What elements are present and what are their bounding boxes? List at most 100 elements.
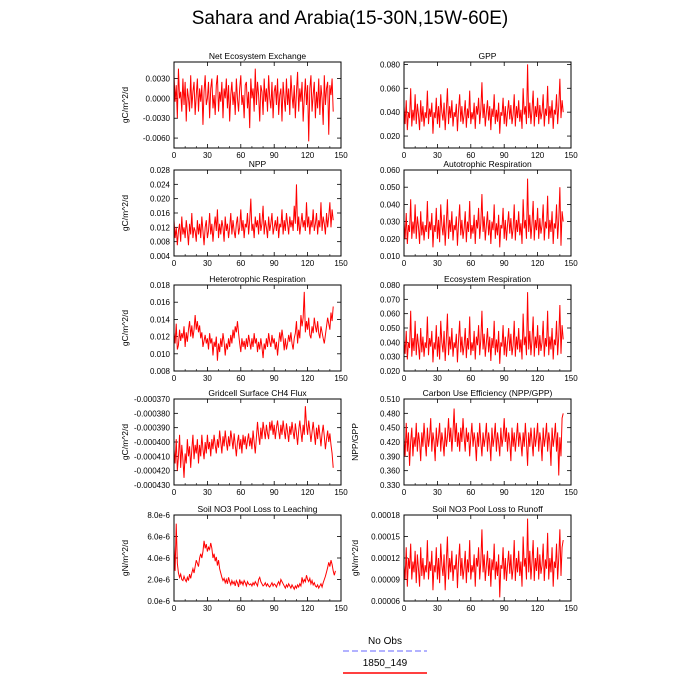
- panel-4: Autotrophic Respiration 0 30 60 90 120 150 0.01…: [380, 159, 578, 268]
- plot-frame: [403, 514, 572, 602]
- x-tick-label: 60: [466, 604, 475, 613]
- y-tick-label: 0.510: [380, 395, 401, 404]
- legend: [343, 650, 427, 674]
- x-tick-label: 120: [301, 604, 315, 613]
- y-tick-label: 0.00006: [371, 597, 400, 606]
- y-tick-label: -0.0060: [143, 134, 171, 143]
- x-tick-label: 0: [172, 374, 177, 383]
- plot-frame: [173, 514, 342, 602]
- y-tick-label: 0.0000: [146, 94, 171, 103]
- y-tick-label: 0.040: [380, 338, 401, 347]
- x-tick-label: 60: [236, 259, 245, 268]
- x-tick-label: 150: [334, 488, 348, 497]
- y-tick-label: -0.0030: [143, 114, 171, 123]
- x-tick-label: 120: [301, 488, 315, 497]
- y-tick-label: 0.012: [150, 223, 171, 232]
- x-tick-label: 60: [466, 374, 475, 383]
- panel-3: NPP gC/m^2/d 0 30 60 90 120 150 0.004 0.008 0.012 0…: [120, 159, 348, 268]
- y-tick-label: -0.000430: [134, 481, 171, 490]
- y-tick-label: 0.00012: [371, 554, 400, 563]
- y-tick-label: 0.080: [380, 281, 401, 290]
- x-tick-label: 90: [500, 374, 509, 383]
- y-tick-label: 0.360: [380, 467, 401, 476]
- y-tick-label: 0.040: [380, 108, 401, 117]
- legend-1850-149-label: 1850_149: [362, 658, 408, 669]
- y-axis-label: gC/m^2/d: [120, 310, 130, 346]
- x-tick-label: 120: [531, 259, 545, 268]
- x-tick-label: 150: [334, 374, 348, 383]
- panel-title: Heterotrophic Respiration: [209, 274, 306, 284]
- x-tick-label: 150: [564, 374, 578, 383]
- y-tick-label: -0.000370: [134, 395, 171, 404]
- x-tick-label: 150: [334, 604, 348, 613]
- y-tick-label: 0.020: [150, 195, 171, 204]
- x-tick-label: 0: [402, 259, 407, 268]
- y-tick-label: 0.012: [150, 333, 171, 342]
- series-line: [173, 523, 336, 591]
- x-tick-label: 120: [301, 259, 315, 268]
- x-tick-label: 30: [203, 488, 212, 497]
- panel-title: Carbon Use Efficiency (NPP/GPP): [423, 388, 553, 398]
- y-axis-label: gC/m^2/d: [120, 87, 130, 123]
- y-tick-label: 0.00018: [371, 511, 400, 520]
- x-tick-label: 0: [172, 488, 177, 497]
- x-tick-label: 60: [466, 151, 475, 160]
- y-tick-label: 0.028: [150, 166, 171, 175]
- y-axis-label: NPP/GPP: [350, 423, 360, 461]
- legend-no-obs-label: No Obs: [368, 636, 402, 647]
- panel-title: Gridcell Surface CH4 Flux: [208, 388, 307, 398]
- series-line: [173, 68, 334, 142]
- plot-frame: [173, 169, 342, 257]
- x-tick-label: 90: [500, 488, 509, 497]
- x-tick-label: 90: [270, 488, 279, 497]
- panels-group: Net Ecosystem Exchange gC/m^2/d 0 30 60 90 120…: [120, 51, 578, 613]
- panel-1: Net Ecosystem Exchange gC/m^2/d 0 30 60 90 120…: [120, 51, 348, 160]
- panel-title: GPP: [479, 51, 497, 61]
- y-tick-label: -0.000390: [134, 424, 171, 433]
- plot-frame: [403, 398, 572, 486]
- y-tick-label: 0.004: [150, 252, 171, 261]
- y-axis-label: gC/m^2/d: [120, 424, 130, 460]
- y-tick-label: 0.060: [380, 310, 401, 319]
- y-tick-label: 0.0030: [146, 75, 171, 84]
- panel-title: Soil NO3 Pool Loss to Leaching: [197, 504, 317, 514]
- x-tick-label: 120: [531, 604, 545, 613]
- panel-5: Heterotrophic Respiration gC/m^2/d 0 30 60 90…: [120, 274, 348, 383]
- y-tick-label: -0.000380: [134, 409, 171, 418]
- y-tick-label: 0.014: [150, 315, 171, 324]
- y-axis-label: gN/m^2/d: [120, 540, 130, 576]
- x-tick-label: 90: [270, 374, 279, 383]
- y-tick-label: 0.050: [380, 324, 401, 333]
- series-line: [403, 64, 564, 134]
- panel-title: NPP: [249, 159, 267, 169]
- series-line: [403, 518, 564, 598]
- x-tick-label: 120: [301, 151, 315, 160]
- y-tick-label: 0.450: [380, 424, 401, 433]
- y-tick-label: -0.000400: [134, 438, 171, 447]
- x-tick-label: 150: [564, 259, 578, 268]
- y-tick-label: 0.060: [380, 84, 401, 93]
- x-tick-label: 60: [236, 374, 245, 383]
- y-tick-label: 0.00009: [371, 576, 400, 585]
- y-tick-label: 8.0e-6: [147, 511, 170, 520]
- x-tick-label: 0: [172, 259, 177, 268]
- x-tick-label: 90: [500, 151, 509, 160]
- y-tick-label: 6.0e-6: [147, 533, 170, 542]
- x-tick-label: 30: [203, 259, 212, 268]
- y-tick-label: 0.0e-6: [147, 597, 170, 606]
- x-tick-label: 90: [500, 259, 509, 268]
- x-tick-label: 0: [402, 374, 407, 383]
- series-line: [403, 408, 564, 476]
- y-tick-label: 0.016: [150, 298, 171, 307]
- y-tick-label: -0.000420: [134, 467, 171, 476]
- x-tick-label: 150: [334, 151, 348, 160]
- y-tick-label: 0.010: [380, 252, 401, 261]
- x-tick-label: 120: [301, 374, 315, 383]
- y-tick-label: 0.420: [380, 438, 401, 447]
- x-tick-label: 30: [203, 604, 212, 613]
- y-tick-label: 4.0e-6: [147, 554, 170, 563]
- x-tick-label: 30: [433, 604, 442, 613]
- y-tick-label: 0.024: [150, 180, 171, 189]
- x-tick-label: 150: [564, 604, 578, 613]
- x-tick-label: 150: [564, 151, 578, 160]
